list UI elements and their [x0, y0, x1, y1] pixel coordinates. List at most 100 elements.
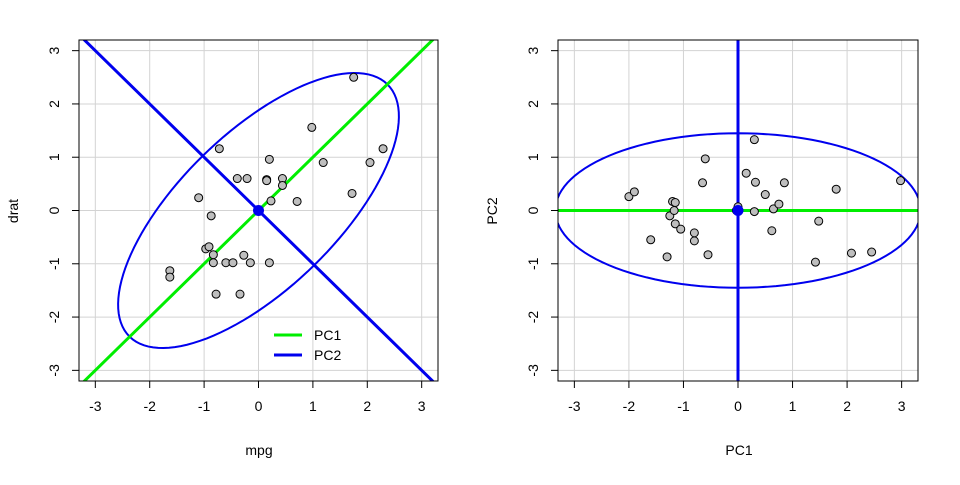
- left-axes-layer: -3 -2 -1 0 1 2 3 -3 -2 -1 0 1 2 3: [46, 39, 439, 414]
- right-data-point: [749, 207, 759, 217]
- left-data-point: [194, 193, 204, 203]
- right-confidence-ellipse: [558, 132, 918, 289]
- left-data-point: [264, 258, 274, 268]
- right-x-tick-label: 0: [734, 398, 742, 414]
- right-data-point: [676, 224, 686, 234]
- right-data-point: [779, 178, 789, 188]
- right-y-tick-label: -1: [525, 257, 541, 270]
- left-data-point: [204, 242, 214, 252]
- right-data-point: [774, 199, 784, 209]
- right-data-point: [741, 168, 751, 178]
- left-y-tick-label: 0: [46, 206, 62, 214]
- legend: PC1 PC2: [274, 327, 341, 363]
- left-data-point: [347, 188, 357, 198]
- right-data-point: [629, 187, 639, 197]
- right-data-point: [767, 226, 777, 236]
- left-data-point: [378, 144, 388, 154]
- left-x-tick-label: -3: [89, 398, 102, 414]
- left-data-point: [239, 250, 249, 260]
- left-pc2-line: [82, 40, 435, 381]
- left-x-axis-title: mpg: [245, 442, 272, 458]
- right-data-point: [896, 176, 906, 186]
- left-lines-layer: [82, 40, 435, 381]
- right-data-point: [760, 190, 770, 200]
- left-data-point: [165, 272, 175, 282]
- right-y-axis-title: PC2: [484, 197, 500, 224]
- left-y-tick-label: -3: [46, 364, 62, 377]
- left-pc1-line: [82, 40, 435, 381]
- right-ellipse-layer: [558, 132, 918, 289]
- right-y-tick-label: -2: [525, 311, 541, 324]
- right-data-point: [700, 154, 710, 164]
- left-data-point: [266, 196, 276, 206]
- left-y-tick-label: 2: [46, 100, 62, 108]
- right-x-tick-label: 2: [843, 398, 851, 414]
- right-data-point: [646, 235, 656, 245]
- left-grid: [79, 40, 438, 381]
- right-data-point: [670, 198, 680, 208]
- right-x-tick-label: 1: [789, 398, 797, 414]
- right-data-point: [867, 247, 877, 257]
- right-data-point: [810, 257, 820, 267]
- left-data-point: [245, 258, 255, 268]
- left-center-point: [253, 205, 264, 216]
- right-y-tick-label: 1: [525, 153, 541, 161]
- right-center-point: [732, 205, 744, 216]
- left-data-point: [232, 174, 242, 184]
- left-x-tick-label: 0: [255, 398, 263, 414]
- right-x-tick-label: -2: [623, 398, 636, 414]
- right-y-tick-label: -3: [525, 364, 541, 377]
- left-y-axis-title: drat: [5, 199, 21, 223]
- left-data-point: [208, 258, 218, 268]
- left-x-tick-label: 1: [309, 398, 317, 414]
- right-data-point: [703, 250, 713, 260]
- left-data-point: [228, 258, 238, 268]
- left-data-point: [262, 176, 272, 186]
- right-x-tick-label: -1: [677, 398, 690, 414]
- left-data-point: [318, 158, 328, 168]
- right-lines-layer: [558, 40, 918, 381]
- right-data-point: [814, 216, 824, 226]
- right-data-point: [689, 236, 699, 246]
- left-data-point: [242, 174, 252, 184]
- left-y-tick-label: -1: [46, 257, 62, 270]
- right-x-tick-label: 3: [898, 398, 906, 414]
- legend-pc2-label: PC2: [314, 347, 341, 363]
- right-axes-layer: -3 -2 -1 0 1 2 3 -3 -2 -1 0 1 2 3: [525, 39, 919, 414]
- right-x-axis-title: PC1: [725, 442, 752, 458]
- left-data-point: [307, 122, 317, 132]
- right-data-point: [669, 206, 679, 215]
- left-x-tick-label: -2: [143, 398, 156, 414]
- left-y-tick-label: 1: [46, 153, 62, 161]
- left-x-tick-label: 3: [418, 398, 426, 414]
- right-data-point: [846, 248, 856, 258]
- right-y-tick-label: 2: [525, 100, 541, 108]
- left-data-point: [292, 196, 302, 206]
- left-data-point: [211, 289, 221, 299]
- left-data-point: [264, 154, 274, 164]
- right-data-point: [831, 184, 841, 194]
- right-points-layer: [624, 135, 906, 267]
- left-data-point: [277, 180, 287, 190]
- right-y-tick-label: 0: [525, 206, 541, 214]
- left-x-tick-label: 2: [363, 398, 371, 414]
- right-data-point: [750, 177, 760, 187]
- right-data-point: [662, 252, 672, 262]
- left-data-point: [235, 289, 245, 299]
- left-data-point: [365, 158, 375, 168]
- left-data-point: [208, 250, 218, 260]
- right-data-point: [670, 219, 680, 229]
- left-y-tick-label: -2: [46, 311, 62, 324]
- left-data-point: [214, 144, 224, 154]
- right-data-point: [698, 178, 708, 188]
- right-y-tick-label: 3: [525, 47, 541, 55]
- right-data-point: [689, 228, 699, 238]
- right-panel: -3 -2 -1 0 1 2 3 -3 -2 -1 0 1 2 3 PC1 PC2: [484, 39, 919, 458]
- left-data-point: [206, 211, 216, 221]
- right-x-tick-label: -3: [568, 398, 581, 414]
- left-points-layer: [165, 72, 388, 299]
- legend-pc1-label: PC1: [314, 327, 341, 343]
- right-data-point: [749, 135, 759, 145]
